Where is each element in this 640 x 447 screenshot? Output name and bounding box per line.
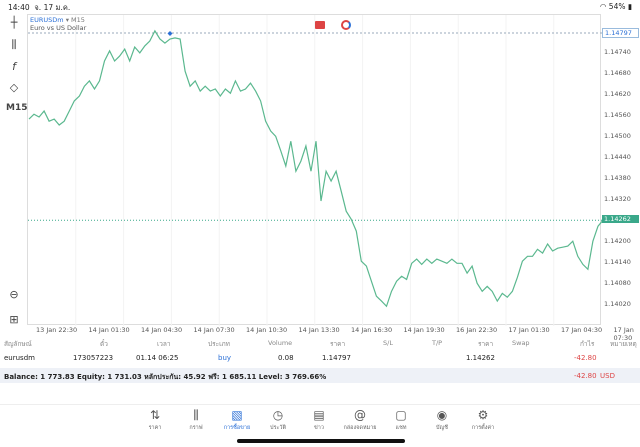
wifi-icon: ◠	[599, 2, 607, 11]
price-tick: 1.14740	[604, 47, 631, 56]
row-open-price: 1.14797	[322, 354, 351, 362]
row-symbol: eurusdm	[4, 354, 35, 362]
time-tick: 16 Jan 22:30	[456, 326, 498, 334]
time-tick: 13 Jan 22:30	[36, 326, 78, 334]
chat-icon: ▢	[395, 408, 407, 422]
chart-canvas	[28, 15, 602, 326]
add-icon[interactable]: ⊞	[9, 313, 19, 326]
time-tick: 14 Jan 01:30	[88, 326, 130, 334]
time-tick: 14 Jan 13:30	[298, 326, 340, 334]
price-line	[28, 29, 602, 308]
header-tp: T/P	[432, 339, 443, 347]
price-tick: 1.14080	[604, 278, 631, 287]
battery-level: 54%	[608, 2, 626, 11]
date: จ. 17 ม.ค.	[34, 3, 71, 12]
mail-icon: @	[354, 408, 366, 422]
open-price-label: 1.14797	[602, 28, 639, 38]
time-tick: 17 Jan 04:30	[561, 326, 603, 334]
time-tick: 14 Jan 10:30	[246, 326, 288, 334]
header-comment: หมายเหตุ	[610, 340, 637, 348]
time-tick: 14 Jan 16:30	[351, 326, 393, 334]
row-ticket: 173057223	[73, 354, 114, 362]
nav-chat[interactable]: ▢ แชท	[381, 408, 421, 432]
home-indicator	[237, 439, 405, 443]
time-tick: 14 Jan 19:30	[403, 326, 445, 334]
nav-mailbox[interactable]: @ กล่องจดหมาย	[340, 408, 380, 432]
one-click-icon[interactable]	[341, 20, 351, 30]
price-tick: 1.14320	[604, 194, 631, 203]
time-tick: 14 Jan 04:30	[141, 326, 183, 334]
nav-news[interactable]: ▤ ข่าว	[299, 408, 339, 432]
sell-icon[interactable]	[315, 21, 325, 29]
total-profit: -42.80	[574, 372, 597, 380]
header-profit: กำไร	[580, 340, 595, 348]
news-icon: ▤	[313, 408, 325, 422]
header-swap: Swap	[512, 339, 530, 347]
zoom-icon[interactable]: ⊖	[9, 288, 19, 301]
buy-entry-marker	[167, 31, 173, 36]
price-tick: 1.14620	[604, 89, 631, 98]
crosshair-icon[interactable]: ┼	[10, 16, 18, 29]
header-time: เวลา	[157, 340, 171, 348]
nav-quotes[interactable]: ⇅ ราคา	[135, 408, 175, 432]
balance-bar: Balance: 1 773.83 Equity: 1 731.03 หลักป…	[0, 368, 640, 383]
balance-text: Balance: 1 773.83 Equity: 1 731.03 หลักป…	[4, 373, 327, 381]
gear-icon: ⚙	[477, 408, 489, 422]
time-tick: 14 Jan 07:30	[193, 326, 235, 334]
row-profit: -42.80	[574, 354, 597, 362]
time-tick: 17 Jan 01:30	[508, 326, 550, 334]
current-price-label: 1.14262	[602, 215, 639, 224]
nav-trade[interactable]: ▧ การซื้อขาย	[217, 408, 257, 432]
price-tick: 1.14680	[604, 68, 631, 77]
price-tick: 1.14140	[604, 257, 631, 266]
history-icon: ◷	[272, 408, 284, 422]
objects-icon[interactable]: ◇	[9, 81, 19, 94]
nav-account[interactable]: ◉ บัญชี	[422, 408, 462, 432]
indicators-icon[interactable]: f	[12, 60, 16, 73]
price-tick: 1.14560	[604, 110, 631, 119]
nav-chart[interactable]: ⫼ กราฟ	[176, 408, 216, 432]
header-current-price: ราคา	[478, 340, 494, 348]
chart-symbol[interactable]: EURUSDm ▾ M15	[30, 16, 85, 24]
header-type: ประเภท	[208, 340, 230, 348]
chart-icon: ⫼	[193, 408, 199, 422]
status-bar: 14:40 จ. 17 ม.ค. ◠ 54% ▮	[8, 2, 632, 14]
price-tick: 1.14500	[604, 131, 631, 140]
nav-history[interactable]: ◷ ประวัติ	[258, 408, 298, 432]
header-ticket: ตั๋ว	[100, 340, 108, 348]
candlestick-icon[interactable]: ⫼	[11, 38, 17, 51]
header-price: ราคา	[330, 340, 346, 348]
currency: USD	[600, 372, 615, 380]
bottom-nav	[0, 404, 640, 447]
header-volume: Volume	[268, 339, 293, 347]
battery-icon: ▮	[627, 2, 632, 11]
quotes-icon: ⇅	[149, 408, 161, 422]
price-tick: 1.14020	[604, 299, 631, 308]
time-tick: 17 Jan 07:30	[613, 326, 634, 342]
row-volume: 0.08	[278, 354, 294, 362]
price-tick: 1.14440	[604, 152, 631, 161]
price-tick: 1.14200	[604, 236, 631, 245]
header-symbol: สัญลักษณ์	[4, 340, 32, 348]
chart-description: Euro vs US Dollar	[30, 24, 87, 32]
account-icon: ◉	[436, 408, 448, 422]
timeframe-button[interactable]: M15	[6, 103, 28, 113]
clock: 14:40	[8, 3, 30, 12]
row-current-price: 1.14262	[466, 354, 495, 362]
nav-settings[interactable]: ⚙ การตั้งค่า	[463, 408, 503, 432]
price-tick: 1.14380	[604, 173, 631, 182]
trade-icon: ▧	[231, 408, 243, 422]
row-time: 01.14 06:25	[136, 354, 179, 362]
price-chart[interactable]: EURUSDm ▾ M15 Euro vs US Dollar	[27, 14, 602, 326]
row-type: buy	[218, 354, 232, 362]
header-sl: S/L	[383, 339, 393, 347]
